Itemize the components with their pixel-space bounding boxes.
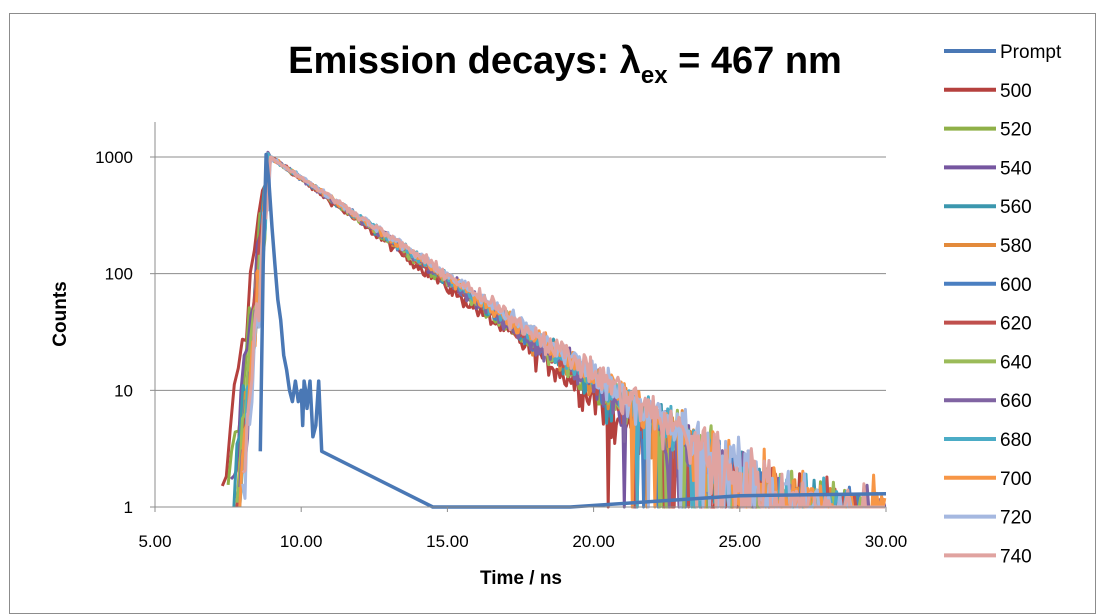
series-line-580 (235, 155, 885, 509)
x-tick-label: 20.00 (572, 532, 615, 551)
legend-label-560: 560 (1000, 197, 1032, 218)
chart-title-main: Emission decays: λ (288, 40, 641, 82)
series-line-prompt (258, 152, 887, 509)
legend-layer: Prompt 500 520 540 560 580 600 620 640 660 680 700 7… (944, 42, 1062, 567)
series-layer (220, 150, 887, 509)
x-axis-label: Time / ns (480, 568, 562, 589)
chart-title-subscript: ex (640, 62, 668, 89)
series-line-720 (241, 155, 885, 509)
series-line-500 (220, 155, 885, 509)
x-tick-label: 30.00 (865, 532, 908, 551)
x-tick-label: 10.00 (280, 532, 323, 551)
legend-label-680: 680 (1000, 430, 1032, 451)
legend-label-740: 740 (1000, 546, 1032, 567)
y-tick-label: 100 (105, 265, 133, 284)
series-line-620 (235, 155, 885, 509)
series-line-640 (235, 154, 885, 509)
legend-label-Prompt: Prompt (1000, 42, 1062, 63)
legend-label-540: 540 (1000, 158, 1032, 179)
legend-label-600: 600 (1000, 275, 1032, 296)
x-tick-label: 25.00 (719, 532, 762, 551)
series-line-600 (235, 155, 885, 509)
y-tick-label: 10 (114, 381, 133, 400)
legend-label-640: 640 (1000, 352, 1032, 373)
legend-label-720: 720 (1000, 508, 1032, 529)
y-tick-label: 1 (124, 498, 133, 517)
series-line-740 (241, 155, 885, 509)
axis-layer: 1 10 100 1000 5.00 10.00 15.00 20.00 25.00 30.00 (95, 122, 907, 551)
chart-frame (9, 13, 1096, 614)
legend-label-700: 700 (1000, 469, 1032, 490)
series-line-700 (238, 155, 887, 509)
legend-label-520: 520 (1000, 120, 1032, 141)
chart-title: Emission decays: λex = 467 nm (190, 40, 940, 90)
legend-label-660: 660 (1000, 391, 1032, 412)
chart-title-end: = 467 nm (667, 40, 842, 82)
y-tick-label: 1000 (95, 148, 133, 167)
y-axis-label: Counts (50, 281, 71, 346)
legend-label-580: 580 (1000, 236, 1032, 257)
legend-label-620: 620 (1000, 314, 1032, 335)
legend-label-500: 500 (1000, 81, 1032, 102)
x-tick-label: 15.00 (426, 532, 469, 551)
x-tick-label: 5.00 (138, 532, 171, 551)
